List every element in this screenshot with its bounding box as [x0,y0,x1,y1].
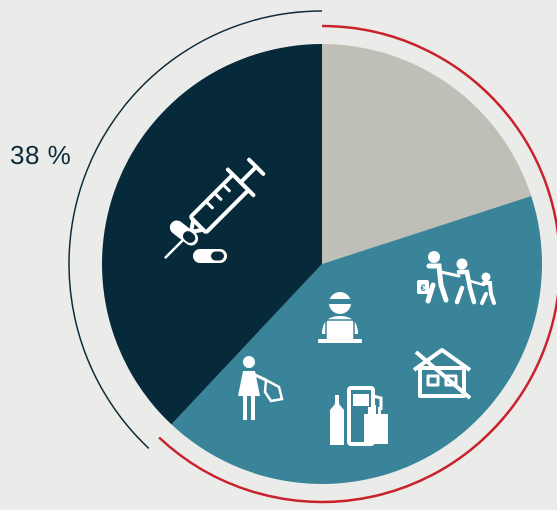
svg-text:€: € [420,283,425,293]
pills-icon [169,220,227,263]
navy-slice-percent-label: 38 % [10,140,72,170]
outer-arc-1 [158,24,557,504]
hacker-icon [318,292,362,343]
outer-arc-2 [68,10,323,449]
foreclosed-house-icon [412,348,472,400]
pie-slice-gray [322,44,532,264]
pie-slice-navy [102,44,322,425]
person-shopping-icon [238,356,284,420]
alcohol-fuel-cigarettes-icon [330,386,388,446]
family-icon: € [417,251,496,305]
